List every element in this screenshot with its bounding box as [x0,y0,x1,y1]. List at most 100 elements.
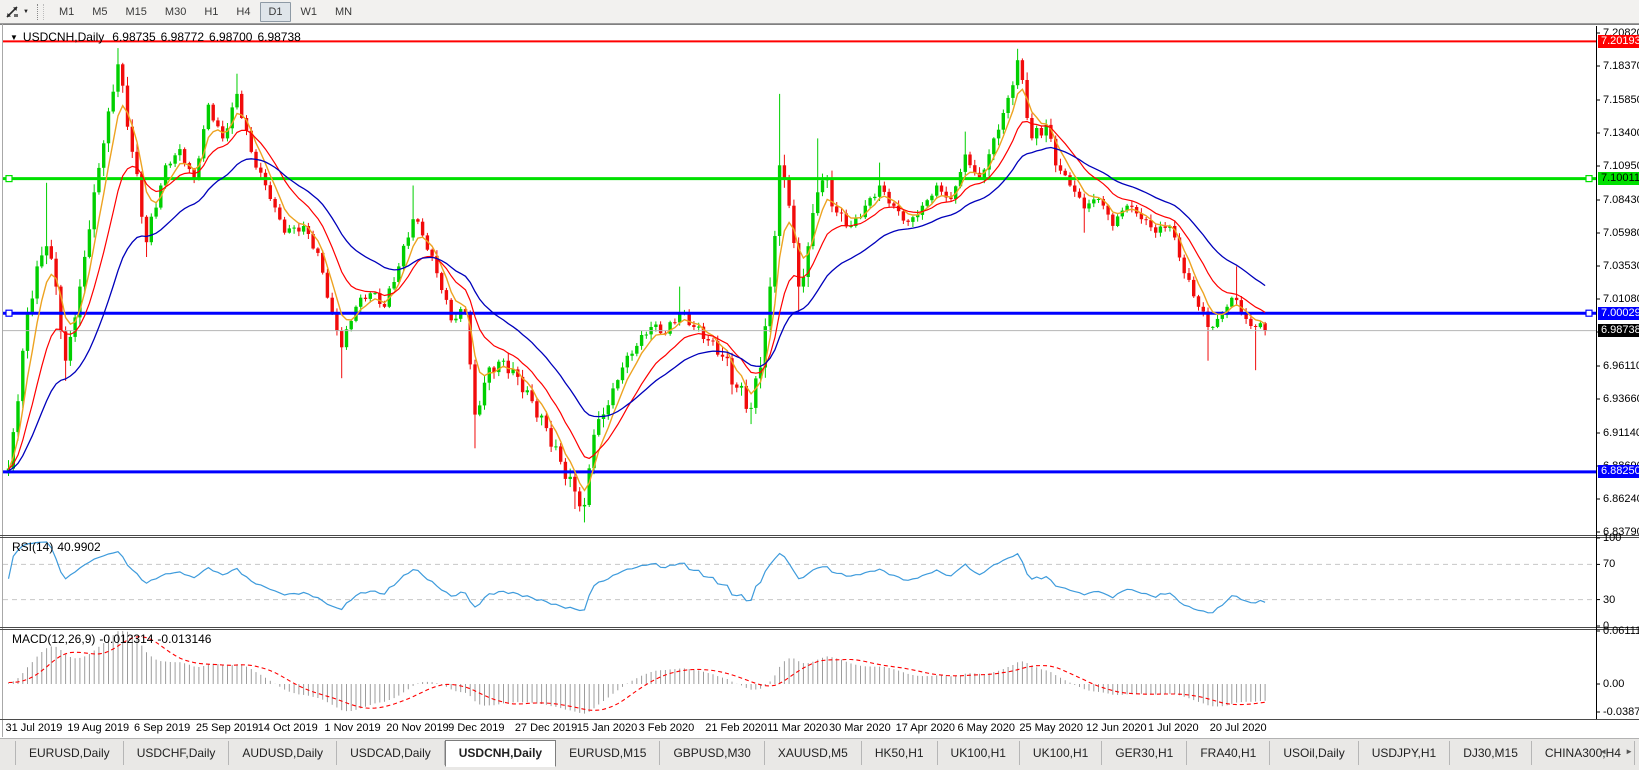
chart-tab-usdcnh-daily[interactable]: USDCNH,Daily [444,740,557,767]
cursor-tool-button[interactable]: ▼ [1,2,33,22]
price-tick-label: 6.96110 [1603,359,1639,372]
rsi-scale-label: 100 [1603,532,1622,544]
chart-tab-usdjpy-h1[interactable]: USDJPY,H1 [1359,741,1451,765]
chevron-down-icon[interactable]: ▼ [23,8,29,15]
date-label: 19 Aug 2019 [67,722,130,734]
chart-tab-eurusd-m15[interactable]: EURUSD,M15 [556,741,661,765]
period-button-W1[interactable]: W1 [300,5,318,18]
chart-tab-fra40-h1[interactable]: FRA40,H1 [1187,741,1271,765]
chart-symbol-label: USDCNH,Daily [22,30,105,44]
chart-tab-china300-h4[interactable]: CHINA300,H4 [1532,741,1635,765]
period-button-H4[interactable]: H4 [236,5,251,18]
date-label: 14 Oct 2019 [257,722,318,734]
price-tick-label: 7.01080 [1603,293,1639,305]
date-label: 11 Mar 2020 [767,722,829,734]
rsi-name: RSI(14) [12,540,54,554]
tab-bar-stub [0,741,16,765]
tab-scroll-left-icon[interactable]: ◄ [1599,747,1608,756]
macd-value: -0.012314 [99,632,154,646]
chart-title: ▼ USDCNH,Daily 6.98735 6.98772 6.98700 6.9873… [10,30,301,44]
chart-tab-dj30-m15[interactable]: DJ30,M15 [1450,741,1532,765]
price-tick-label: 7.03530 [1603,259,1639,272]
period-button-D1[interactable]: D1 [260,1,291,22]
rsi-indicator-label: RSI(14) 40.9902 [12,540,105,554]
ohlc-close: 6.98738 [257,30,301,44]
date-label: 15 Jan 2020 [576,722,638,734]
date-label: 20 Nov 2019 [386,722,449,734]
timeframe-button-group: M1 M5 M15 M30 H1 H4 D1 W1 MN [50,0,361,23]
ohlc-low: 6.98700 [209,30,253,44]
chart-tab-uk100-h1[interactable]: UK100,H1 [1020,741,1103,765]
date-label: 6 May 2020 [957,722,1015,734]
rsi-scale-label: 0 [1603,620,1610,632]
period-button-M5[interactable]: M5 [92,5,108,18]
ohlc-open: 6.98735 [112,30,156,44]
chart-tab-uk100-h1[interactable]: UK100,H1 [938,741,1020,765]
price-tick-label: 6.93660 [1603,392,1639,405]
date-label: 6 Sep 2019 [134,722,191,734]
chart-tab-ger30-h1[interactable]: GER30,H1 [1102,741,1188,765]
toolbar-grip [36,3,44,20]
price-tick-label: 6.86240 [1603,492,1639,505]
period-button-MN[interactable]: MN [335,5,353,18]
price-tick-label: 7.15850 [1603,93,1639,106]
macd-scale-label: 0.061119 [1603,625,1639,637]
date-label: 27 Dec 2019 [514,722,578,734]
chart-tab-gbpusd-m30[interactable]: GBPUSD,M30 [660,741,765,765]
date-label: 1 Nov 2019 [324,722,381,734]
date-label: 1 Jul 2020 [1147,722,1199,734]
chart-tab-bar: EURUSD,Daily USDCHF,Daily AUDUSD,Daily USDC… [0,738,1639,770]
chart-tabs: EURUSD,Daily USDCHF,Daily AUDUSD,Daily USDC… [16,740,1635,767]
macd-scale-label: -0.038777 [1603,706,1639,718]
price-tick-label: 7.18370 [1603,60,1639,72]
price-badge-7.20193: 7.20193 [1598,34,1639,48]
date-label: 21 Feb 2020 [705,722,767,734]
price-badge-6.98738: 6.98738 [1598,324,1639,338]
chart-collapse-icon[interactable]: ▼ [10,33,18,42]
period-button-M15[interactable]: M15 [125,5,147,18]
macd-scale-label: 0.00 [1603,678,1625,690]
date-label: 30 Mar 2020 [828,722,891,734]
rsi-scale-label: 70 [1603,558,1616,571]
chart-tab-usoil-daily[interactable]: USOil,Daily [1270,741,1359,765]
period-button-H1[interactable]: H1 [204,5,219,18]
tab-scroll-right-icon[interactable]: ► [1625,747,1633,756]
chart-tab-xauusd-m5[interactable]: XAUUSD,M5 [765,741,862,765]
date-label: 9 Dec 2019 [448,722,505,734]
price-badge-7.00029: 7.00029 [1598,306,1639,320]
cursor-icon [6,6,18,18]
macd-indicator-label: MACD(12,26,9) -0.012314 -0.013146 [12,632,215,646]
ohlc-high: 6.98772 [160,30,205,44]
price-tick-label: 7.05980 [1603,226,1639,239]
date-label: 25 May 2020 [1019,722,1083,734]
tab-scroll-buttons: ◄ ► [1599,747,1633,756]
date-label: 25 Sep 2019 [195,722,259,734]
price-badge-7.10011: 7.10011 [1598,172,1639,186]
chart-tab-hk50-h1[interactable]: HK50,H1 [862,741,938,765]
date-label: 20 Jul 2020 [1209,722,1267,734]
chart-tab-eurusd-daily[interactable]: EURUSD,Daily [16,741,124,765]
rsi-scale-label: 30 [1603,593,1616,606]
period-button-M1[interactable]: M1 [58,5,75,18]
chart-tab-audusd-daily[interactable]: AUDUSD,Daily [229,741,338,765]
period-button-M30[interactable]: M30 [164,5,187,18]
date-label: 17 Apr 2020 [895,722,955,734]
macd-name: MACD(12,26,9) [12,632,96,646]
price-tick-label: 6.91140 [1603,426,1639,439]
chart-toolbar: ▼ M1 M5 M15 M30 H1 H4 D1 W1 MN [0,0,1639,24]
chart-tab-usdcad-daily[interactable]: USDCAD,Daily [337,741,445,765]
price-tick-label: 7.08430 [1603,193,1639,206]
rsi-value: 40.9902 [57,540,101,554]
chart-tab-usdchf-daily[interactable]: USDCHF,Daily [124,741,230,765]
date-label: 31 Jul 2019 [5,722,63,734]
date-label: 12 Jun 2020 [1086,722,1147,734]
date-label: 3 Feb 2020 [638,722,695,734]
price-tick-label: 6.83790 [1603,526,1639,538]
window-left-edge [2,24,3,737]
chart-window [0,24,1639,739]
macd-signal-value: -0.013146 [157,632,212,646]
price-tick-label: 7.10950 [1603,159,1639,172]
price-tick-label: 7.13400 [1603,126,1639,139]
price-badge-6.88250: 6.88250 [1598,465,1639,479]
